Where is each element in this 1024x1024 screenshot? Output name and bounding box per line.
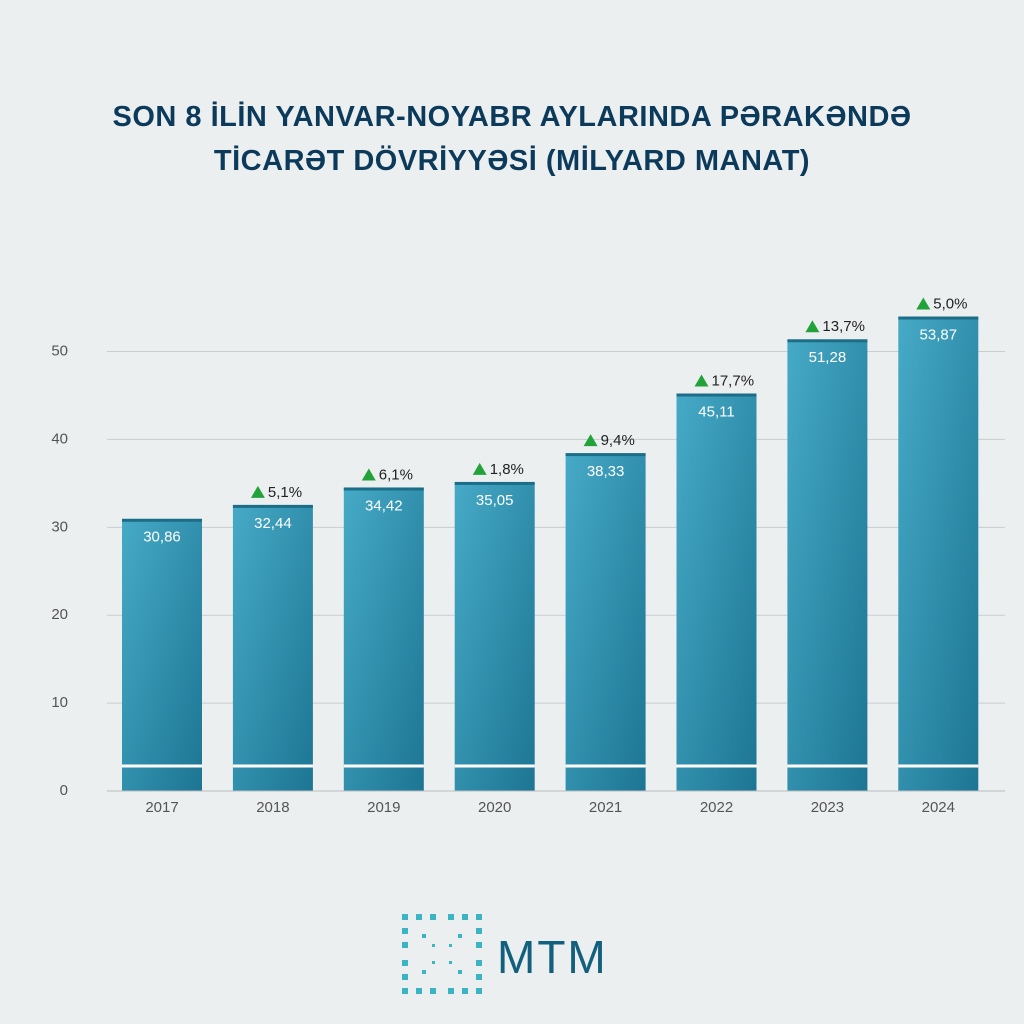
bar bbox=[122, 519, 202, 791]
bar bbox=[454, 482, 535, 791]
logo-text: MTM bbox=[497, 931, 608, 983]
y-tick-label: 20 bbox=[51, 606, 68, 623]
bar bbox=[343, 488, 424, 791]
y-tick-label: 50 bbox=[51, 342, 68, 359]
growth-arrow bbox=[583, 434, 598, 447]
bar bbox=[232, 505, 313, 791]
value-label: 30,86 bbox=[143, 529, 181, 546]
x-tick-label: 2021 bbox=[589, 799, 622, 816]
bar bbox=[898, 317, 979, 791]
bar-cap bbox=[565, 453, 646, 457]
chart-title: SON 8 İLİN YANVAR-NOYABR AYLARINDA PƏRAK… bbox=[112, 101, 912, 177]
value-label: 34,42 bbox=[365, 497, 403, 514]
value-label: 38,33 bbox=[587, 463, 625, 480]
bar bbox=[787, 340, 868, 791]
bar-cap bbox=[676, 393, 757, 397]
bar-cap bbox=[787, 339, 868, 343]
value-label: 51,28 bbox=[809, 349, 847, 366]
x-tick-label: 2022 bbox=[700, 799, 733, 816]
bar-cap bbox=[232, 504, 313, 508]
bar bbox=[676, 394, 757, 791]
y-tick-label: 0 bbox=[60, 782, 68, 799]
growth-arrow bbox=[472, 462, 487, 475]
growth-label: 5,1% bbox=[268, 484, 302, 501]
bar-cap bbox=[898, 316, 979, 320]
chart: 0 10 20 30 40 50 2017 30,86 2018 32,44 5,1% 2019 34,… bbox=[51, 295, 1005, 816]
growth-label: 17,7% bbox=[712, 372, 755, 389]
growth-label: 9,4% bbox=[601, 432, 635, 449]
logo-icon bbox=[402, 914, 482, 994]
x-tick-label: 2020 bbox=[478, 799, 511, 816]
growth-arrow bbox=[805, 320, 820, 333]
x-tick-label: 2019 bbox=[367, 799, 400, 816]
bar bbox=[565, 454, 646, 791]
x-tick-label: 2024 bbox=[922, 799, 955, 816]
growth-label: 1,8% bbox=[490, 461, 524, 478]
growth-label: 5,0% bbox=[933, 295, 967, 312]
y-tick-label: 30 bbox=[51, 518, 68, 535]
growth-arrow bbox=[361, 468, 376, 481]
x-tick-label: 2018 bbox=[256, 799, 289, 816]
value-label: 35,05 bbox=[476, 492, 514, 509]
bar-cap bbox=[122, 518, 202, 522]
bar-cap bbox=[454, 481, 535, 485]
y-tick-label: 40 bbox=[51, 430, 68, 447]
growth-arrow bbox=[250, 485, 265, 498]
growth-arrow bbox=[916, 297, 931, 310]
x-tick-label: 2023 bbox=[811, 799, 844, 816]
value-label: 45,11 bbox=[698, 403, 734, 420]
bar-cap bbox=[343, 487, 424, 491]
growth-arrow bbox=[694, 374, 709, 387]
value-label: 53,87 bbox=[920, 326, 958, 343]
growth-label: 6,1% bbox=[379, 466, 413, 483]
growth-label: 13,7% bbox=[822, 318, 865, 335]
value-label: 32,44 bbox=[254, 515, 292, 532]
y-tick-label: 10 bbox=[51, 694, 68, 711]
x-tick-label: 2017 bbox=[145, 799, 178, 816]
